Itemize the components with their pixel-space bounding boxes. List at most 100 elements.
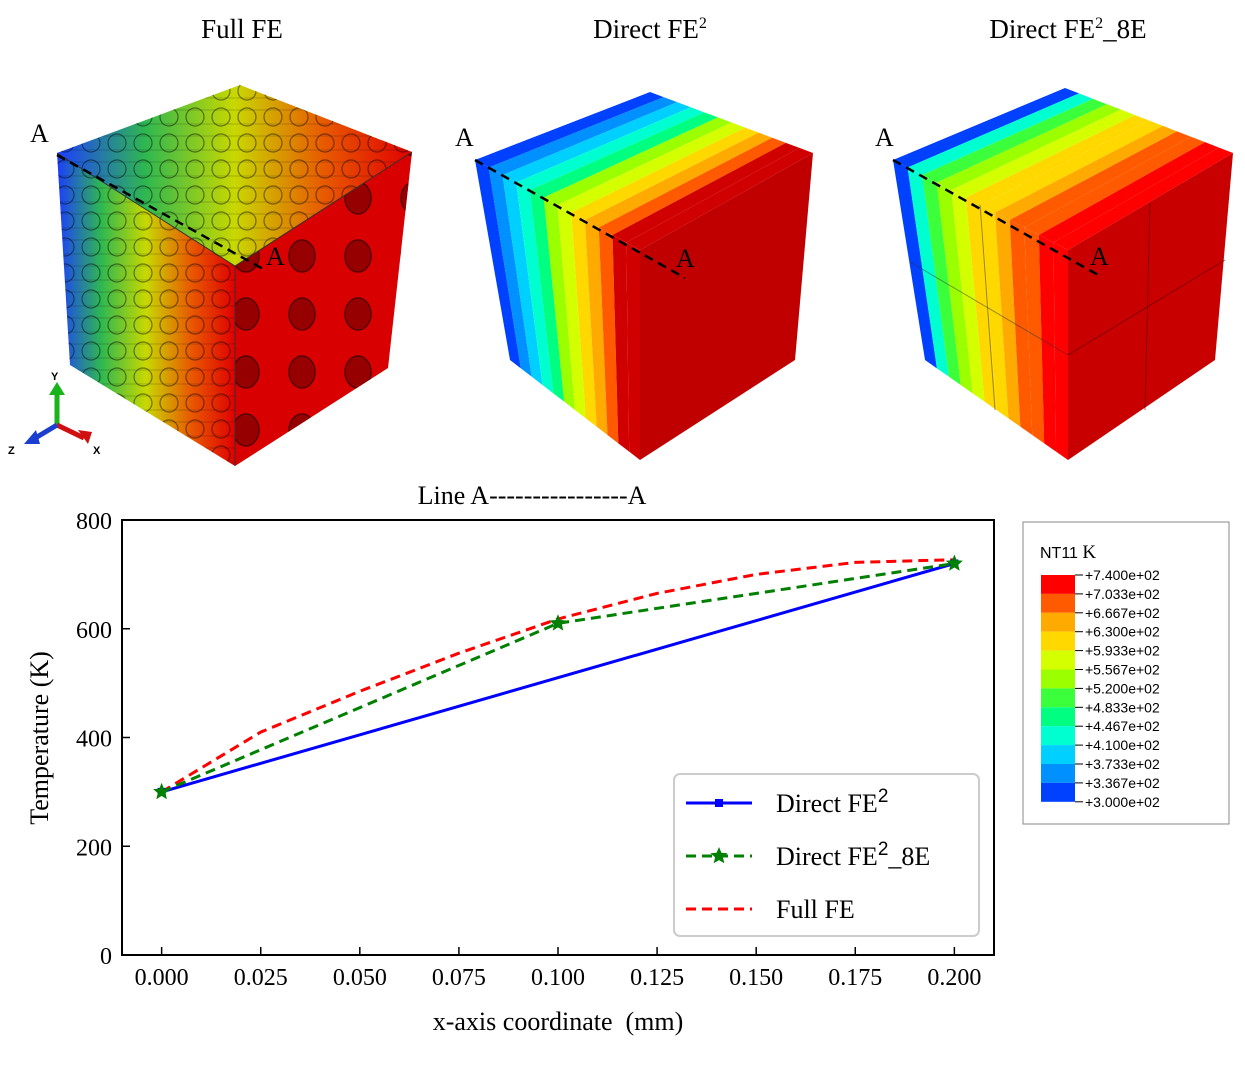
contour-band [598,227,619,444]
contour-band [936,104,1121,190]
colorbar-swatch [1041,669,1075,689]
contour-band [488,167,532,377]
colorbar-level: +5.567e+02 [1085,662,1160,678]
cube-front-bands [475,160,640,460]
contour-band [502,175,543,385]
axis-label-x: X [93,445,101,457]
x-tick-label: 0.175 [828,965,882,991]
colorbar-swatch [1041,782,1075,802]
cube-top-bands [893,88,1233,250]
legend-label: Direct FE2_8E [776,839,930,871]
panel-title-full-fe: Full FE [92,14,392,45]
y-tick-label: 800 [76,509,112,535]
x-tick-label: 0.075 [432,965,486,991]
contour-band [1038,142,1219,243]
x-tick-label: 0.100 [531,965,585,991]
contour-band [543,197,575,410]
section-label-a: A [30,119,49,148]
colorbar-level: +5.200e+02 [1085,680,1160,696]
contour-band [626,147,813,250]
contour-band [475,92,664,168]
colorbar-swatch [1041,650,1075,670]
contour-band [951,109,1135,198]
contour-band [980,120,1163,213]
chart-title: Line A----------------A [418,481,647,510]
cube-renderings: A A Y X Z A A A A [8,85,1233,466]
contour-band [585,132,773,228]
contour-band [893,160,937,369]
colorbar-title: NT11 K [1040,542,1096,563]
cube-right-face [1068,153,1233,460]
cube-right-face [640,153,813,460]
data-point [945,554,963,571]
contour-band [893,88,1079,168]
contour-band [922,98,1107,183]
colorbar-swatch [1041,593,1075,613]
colorbar-swatch [1041,707,1075,727]
section-label-a: A [875,123,894,152]
x-tick-label: 0.150 [729,965,783,991]
colorbar-level: +3.367e+02 [1085,775,1160,791]
section-line-a-a [892,158,1101,278]
colorbar-title-var: NT11 [1040,545,1078,562]
x-tick-label: 0.025 [234,965,288,991]
section-label-a: A [1090,242,1109,271]
contour-band [585,220,608,435]
x-tick-label: 0.125 [630,965,684,991]
contour-band [598,137,786,235]
panel-title-direct-fe2-8e: Direct FE2_8E [918,14,1218,45]
contour-band [488,97,678,175]
axis-triad: Y X Z [8,371,101,457]
colorbar-swatch [1041,764,1075,783]
y-axis-ticks: 0 200 400 600 800 [76,509,130,970]
contour-band [1009,131,1191,228]
contour-band [475,160,521,369]
contour-band [530,190,565,402]
contour-band [612,235,630,452]
cube-full-fe: A A [30,85,413,466]
series-line [161,562,955,794]
legend: Direct FE2 Direct FE2_8E Full FE [673,773,980,937]
contour-band [1024,136,1205,235]
temperature-plot: Line A----------------A 0.000 0.025 0.050 0… [25,481,1230,1036]
cube-direct-fe2-8e: A A [875,88,1233,460]
cube-front-mesh [57,153,235,466]
colorbar-level: +4.100e+02 [1085,737,1160,753]
section-line-a-a [474,158,686,280]
contour-band [1053,147,1233,250]
colorbar-level: +6.300e+02 [1085,624,1160,640]
legend-marker [715,799,723,807]
colorbar-title-unit: K [1082,542,1096,563]
colorbar-level: +4.467e+02 [1085,718,1160,734]
contour-band [543,117,732,205]
contour-band [612,142,800,243]
colorbar-swatch [1041,688,1075,708]
colorbar-level: +3.000e+02 [1085,794,1160,810]
contour-band [557,205,586,419]
legend-label: Full FE [776,895,855,924]
legend-label: Direct FE2 [776,786,888,818]
contour-band [502,102,691,183]
series-layer [153,554,963,800]
panel-title-sup: 2 [1095,15,1104,32]
data-point [549,614,567,631]
x-axis-label: x-axis coordinate (mm) [433,1007,684,1036]
colorbar: NT11 K +7.400e+02 +7.033e+02 +6.667e+02 +6.… [1022,521,1230,825]
y-tick-label: 600 [76,618,112,644]
y-axis-label: Temperature (K) [25,651,54,825]
contour-band [995,125,1177,220]
x-tick-label: 0.000 [135,965,189,991]
contour-band [626,242,640,460]
panel-title-direct-fe2: Direct FE2 [500,14,800,45]
colorbar-swatch [1041,612,1075,632]
y-tick-label: 0 [100,944,112,970]
panel-title-text: Full FE [201,14,283,44]
x-axis-ticks: 0.000 0.025 0.050 0.075 0.100 0.125 0.150 0.175… [135,947,981,991]
panel-title-tail: _8E [1103,14,1147,44]
cube-right-holes [235,152,412,466]
x-tick-label: 0.200 [927,965,981,991]
colorbar-level: +3.733e+02 [1085,756,1160,772]
axis-label-z: Z [8,445,15,457]
cube-top-mesh [57,85,412,266]
contour-band [907,93,1093,175]
